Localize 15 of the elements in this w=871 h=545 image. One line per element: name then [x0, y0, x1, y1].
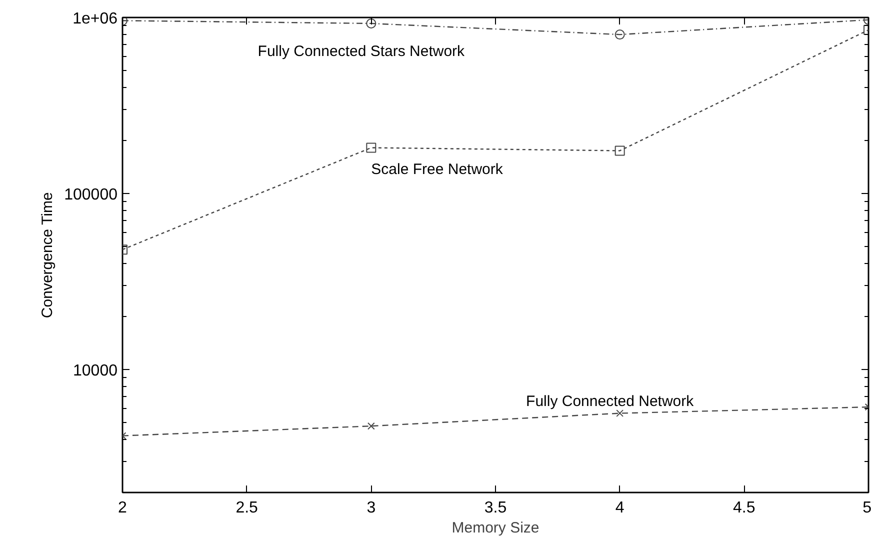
x-tick-label: 3	[366, 500, 376, 516]
x-tick-label: 3.5	[484, 500, 507, 516]
y-tick-label: 1e+06	[72, 10, 118, 28]
x-tick-label: 4.5	[733, 500, 756, 516]
x-axis-title: Memory Size	[452, 520, 540, 536]
x-tick-label: 2	[118, 500, 128, 516]
x-tick-label: 4	[615, 500, 624, 516]
series-label: Fully Connected Stars Network	[258, 42, 466, 60]
series-label: Fully Connected Network	[526, 392, 694, 410]
y-tick-label: 100000	[64, 186, 118, 204]
x-tick-label: 5	[862, 500, 871, 516]
x-tick-label: 2.5	[236, 500, 258, 516]
y-tick-label: 10000	[73, 362, 118, 380]
series-label: Scale Free Network	[371, 161, 504, 178]
y-axis-title: Convergence Time	[39, 192, 56, 318]
